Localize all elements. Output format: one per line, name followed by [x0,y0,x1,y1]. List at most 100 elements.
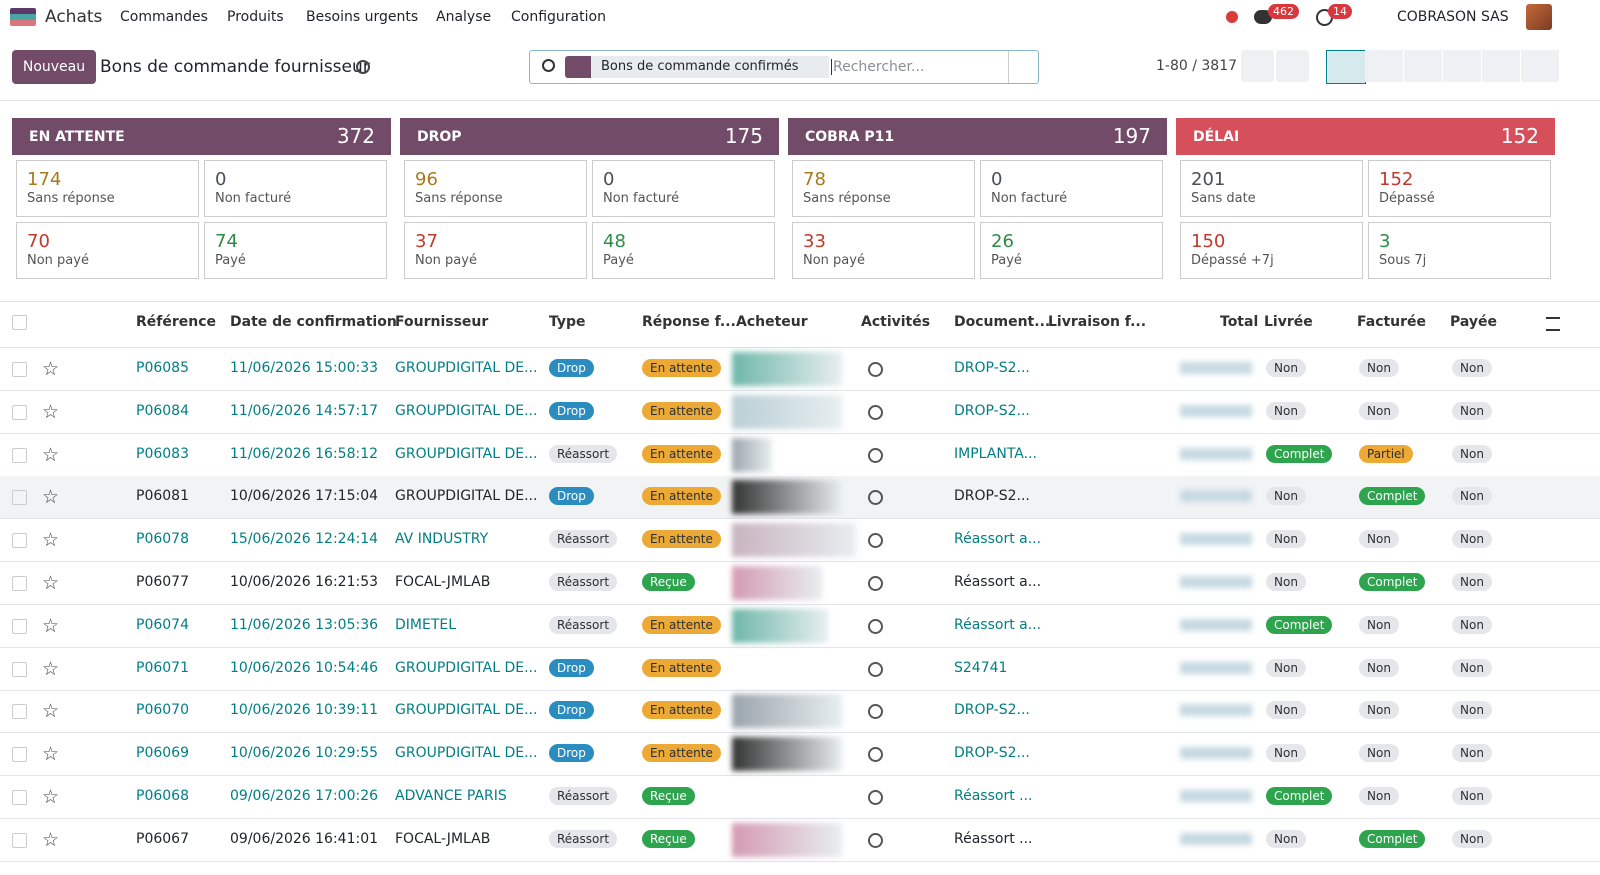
favorite-star[interactable]: ☆ [42,828,60,851]
table-row[interactable]: ☆ P06067 09/06/2026 16:41:01 FOCAL-JMLAB Réa… [0,819,1600,862]
new-button[interactable]: Nouveau [12,50,96,84]
column-header[interactable]: Document... [954,314,1051,330]
view-switch[interactable] [1521,50,1559,82]
view-switch[interactable] [1482,50,1520,82]
column-header[interactable]: Type [549,314,586,330]
row-checkbox[interactable] [12,404,27,420]
table-row[interactable]: ☆ P06083 11/06/2026 16:58:12 GROUPDIGITAL D… [0,434,1600,477]
row-checkbox[interactable] [12,661,27,677]
row-checkbox[interactable] [12,832,27,848]
row-checkbox[interactable] [12,790,27,805]
card-tile[interactable]: 150 Dépassé +7j [1180,222,1363,279]
card-tile[interactable]: 74 Payé [204,222,387,279]
menu-item[interactable]: Produits [227,9,284,25]
column-header[interactable]: Payée [1450,314,1498,330]
card-header[interactable]: EN ATTENTE 372 [12,118,391,155]
row-checkbox[interactable] [12,747,27,763]
card-tile[interactable]: 3 Sous 7j [1368,222,1551,279]
row-checkbox[interactable] [12,618,27,634]
chat-icon[interactable] [1254,10,1272,24]
column-header[interactable]: Référence [136,314,217,330]
app-name[interactable]: Achats [45,7,103,27]
table-row[interactable]: ☆ P06068 09/06/2026 17:00:26 ADVANCE PARIS R… [0,776,1600,819]
card-tile[interactable]: 48 Payé [592,222,775,279]
activity-icon[interactable] [868,790,883,805]
column-header[interactable]: Facturée [1357,314,1427,330]
card-tile[interactable]: 201 Sans date [1180,160,1363,217]
row-checkbox[interactable] [12,447,27,463]
activity-icon[interactable] [868,747,883,763]
card-tile[interactable]: 0 Non facturé [592,160,775,217]
card-tile[interactable]: 37 Non payé [404,222,587,279]
column-header[interactable]: Fournisseur [395,314,489,330]
activity-icon[interactable] [868,661,883,677]
view-switch[interactable] [1404,50,1442,82]
favorite-star[interactable]: ☆ [42,657,60,680]
card-tile[interactable]: 0 Non facturé [204,160,387,217]
avatar[interactable] [1526,4,1552,30]
column-header[interactable]: Livrée [1264,314,1313,330]
card-tile[interactable]: 0 Non facturé [980,160,1163,217]
column-header[interactable]: Acheteur [736,314,808,330]
card-header[interactable]: COBRA P11 197 [788,118,1167,155]
card-tile[interactable]: 152 Dépassé [1368,160,1551,217]
menu-item[interactable]: Configuration [511,9,606,25]
select-all[interactable] [12,315,27,330]
activity-icon[interactable] [868,832,883,848]
column-header[interactable]: Total [1220,314,1259,330]
view-switch[interactable] [1443,50,1481,82]
table-row[interactable]: ☆ P06078 15/06/2026 12:24:14 AV INDUSTRY Réa… [0,519,1600,563]
table-row[interactable]: ☆ P06081 10/06/2026 17:15:04 GROUPDIGITAL D… [0,476,1600,520]
row-checkbox[interactable] [12,362,27,377]
table-row[interactable]: ☆ P06077 10/06/2026 16:21:53 FOCAL-JMLAB Réa… [0,562,1600,605]
row-checkbox[interactable] [12,490,27,506]
search-placeholder[interactable]: Rechercher... [831,59,925,75]
table-row[interactable]: ☆ P06084 11/06/2026 14:57:17 GROUPDIGITAL D… [0,391,1600,434]
company[interactable]: COBRASON SAS [1397,9,1509,25]
row-checkbox[interactable] [12,704,27,720]
card-header[interactable]: DÉLAI 152 [1176,118,1555,155]
menu-item[interactable]: Analyse [436,9,492,25]
settings-gear[interactable] [356,60,370,74]
activity-icon[interactable] [868,704,883,720]
card-tile[interactable]: 174 Sans réponse [16,160,199,217]
favorite-star[interactable]: ☆ [42,614,60,637]
table-row[interactable]: ☆ P06070 10/06/2026 10:39:11 GROUPDIGITAL D… [0,690,1600,734]
favorite-star[interactable]: ☆ [42,700,60,723]
card-tile[interactable]: 96 Sans réponse [404,160,587,217]
favorite-star[interactable]: ☆ [42,358,60,380]
activity-icon[interactable] [868,447,883,463]
favorite-star[interactable]: ☆ [42,529,60,552]
card-tile[interactable]: 33 Non payé [792,222,975,279]
activity-icon[interactable] [868,576,883,591]
pager-next[interactable] [1276,50,1309,82]
column-header[interactable]: Livraison f... [1048,314,1147,330]
activity-icon[interactable] [868,533,883,549]
card-tile[interactable]: 78 Sans réponse [792,160,975,217]
pager-prev[interactable] [1241,50,1274,82]
activity-icon[interactable] [868,404,883,420]
favorite-star[interactable]: ☆ [42,400,60,423]
row-checkbox[interactable] [12,576,27,591]
table-row[interactable]: ☆ P06069 10/06/2026 10:29:55 GROUPDIGITAL D… [0,733,1600,777]
activity-icon[interactable] [868,490,883,506]
card-tile[interactable]: 26 Payé [980,222,1163,279]
card-header[interactable]: DROP 175 [400,118,779,155]
favorite-star[interactable]: ☆ [42,486,60,509]
column-header[interactable]: Date de confirmation [230,314,397,330]
table-row[interactable]: ☆ P06071 10/06/2026 10:54:46 GROUPDIGITAL D… [0,648,1600,691]
card-tile[interactable]: 70 Non payé [16,222,199,279]
column-header[interactable]: Réponse f... [642,314,736,330]
optional-columns[interactable] [1546,317,1560,331]
activity-icon[interactable] [868,362,883,377]
view-switch[interactable] [1365,50,1403,82]
menu-item[interactable]: Commandes [120,9,208,25]
search-box[interactable]: Bons de commande confirmés Rechercher... [529,50,1039,84]
favorite-star[interactable]: ☆ [42,443,60,466]
menu-item[interactable]: Besoins urgents [306,9,419,25]
table-row[interactable]: ☆ P06074 11/06/2026 13:05:36 DIMETEL Réassor… [0,605,1600,648]
facet[interactable]: Bons de commande confirmés [591,56,829,78]
row-checkbox[interactable] [12,533,27,549]
favorite-star[interactable]: ☆ [42,743,60,766]
column-header[interactable]: Activités [861,314,931,330]
